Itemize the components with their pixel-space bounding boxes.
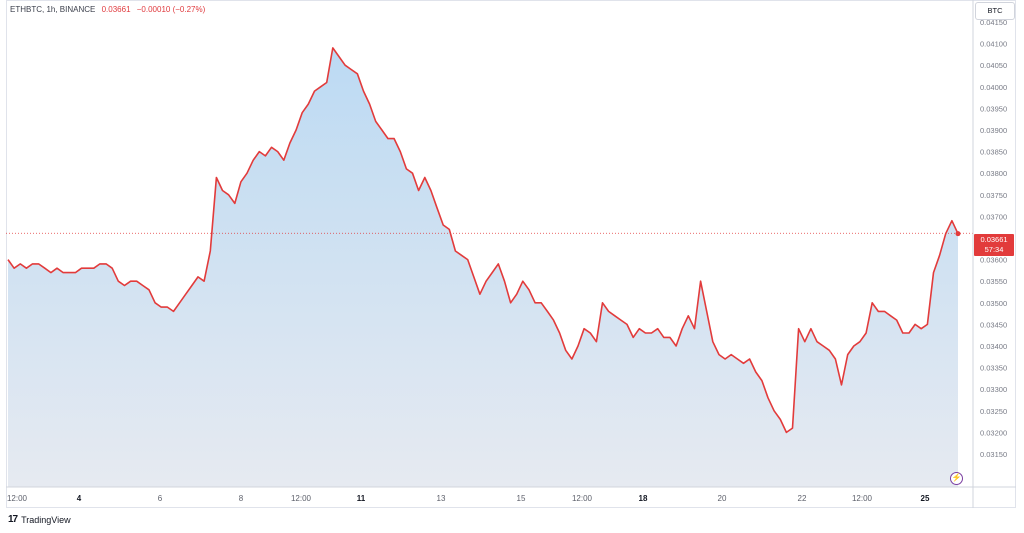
y-tick-label: 0.04050: [980, 61, 1007, 70]
tradingview-logo-icon: 17: [8, 514, 18, 525]
y-tick-label: 0.03550: [980, 277, 1007, 286]
x-tick-label: 13: [437, 494, 446, 503]
lightning-icon[interactable]: ⚡: [950, 472, 963, 485]
price-change: −0.00010 (−0.27%): [136, 5, 206, 14]
last-price-dot: [955, 231, 961, 237]
currency-unit-button[interactable]: BTC: [975, 2, 1015, 20]
price-line: [7, 47, 959, 434]
tradingview-brand[interactable]: 17 TradingView: [8, 514, 71, 525]
brand-name: TradingView: [21, 514, 71, 525]
x-tick-label: 8: [239, 494, 244, 503]
last-price-tag-value: 0.03661: [980, 235, 1008, 244]
y-tick-label: 0.03350: [980, 364, 1007, 373]
y-tick-label: 0.03150: [980, 450, 1007, 459]
time-axis[interactable]: 12:00 4 6 8 12:00 11 13 15 12:00 18 20 22 12:00 25: [7, 494, 930, 503]
y-tick-label: 0.03200: [980, 428, 1007, 437]
y-tick-label: 0.04000: [980, 83, 1007, 92]
y-tick-label: 0.03750: [980, 191, 1007, 200]
y-tick-label: 0.03850: [980, 148, 1007, 157]
x-tick-label: 4: [77, 494, 82, 503]
y-tick-label: 0.03500: [980, 299, 1007, 308]
x-tick-label: 6: [158, 494, 163, 503]
x-tick-label: 22: [798, 494, 807, 503]
x-tick-label: 12:00: [291, 494, 312, 503]
y-tick-label: 0.04100: [980, 40, 1007, 49]
x-tick-label: 12:00: [572, 494, 593, 503]
x-tick-label: 18: [639, 494, 648, 503]
x-tick-label: 25: [921, 494, 930, 503]
x-tick-label: 11: [357, 494, 366, 503]
y-tick-label: 0.03900: [980, 126, 1007, 135]
x-tick-label: 12:00: [7, 494, 28, 503]
y-tick-label: 0.03700: [980, 212, 1007, 221]
last-price-tag: 0.03661 57:34: [974, 234, 1014, 256]
x-tick-label: 15: [517, 494, 526, 503]
x-tick-label: 12:00: [852, 494, 873, 503]
last-price-value: 0.03661: [101, 5, 131, 14]
y-tick-label: 0.04150: [980, 18, 1007, 27]
symbol-label: ETHBTC, 1h, BINANCE: [10, 5, 96, 14]
y-tick-label: 0.03950: [980, 104, 1007, 113]
bar-countdown: 57:34: [984, 245, 1004, 254]
y-tick-label: 0.03250: [980, 407, 1007, 416]
y-tick-label: 0.03800: [980, 169, 1007, 178]
price-area: [8, 47, 958, 488]
y-tick-label: 0.03600: [980, 256, 1007, 265]
chart-legend: ETHBTC, 1h, BINANCE 0.03661 −0.00010 (−0…: [10, 5, 205, 14]
y-tick-label: 0.03450: [980, 320, 1007, 329]
y-tick-label: 0.03400: [980, 342, 1007, 351]
y-tick-label: 0.03300: [980, 385, 1007, 394]
x-tick-label: 20: [718, 494, 727, 503]
